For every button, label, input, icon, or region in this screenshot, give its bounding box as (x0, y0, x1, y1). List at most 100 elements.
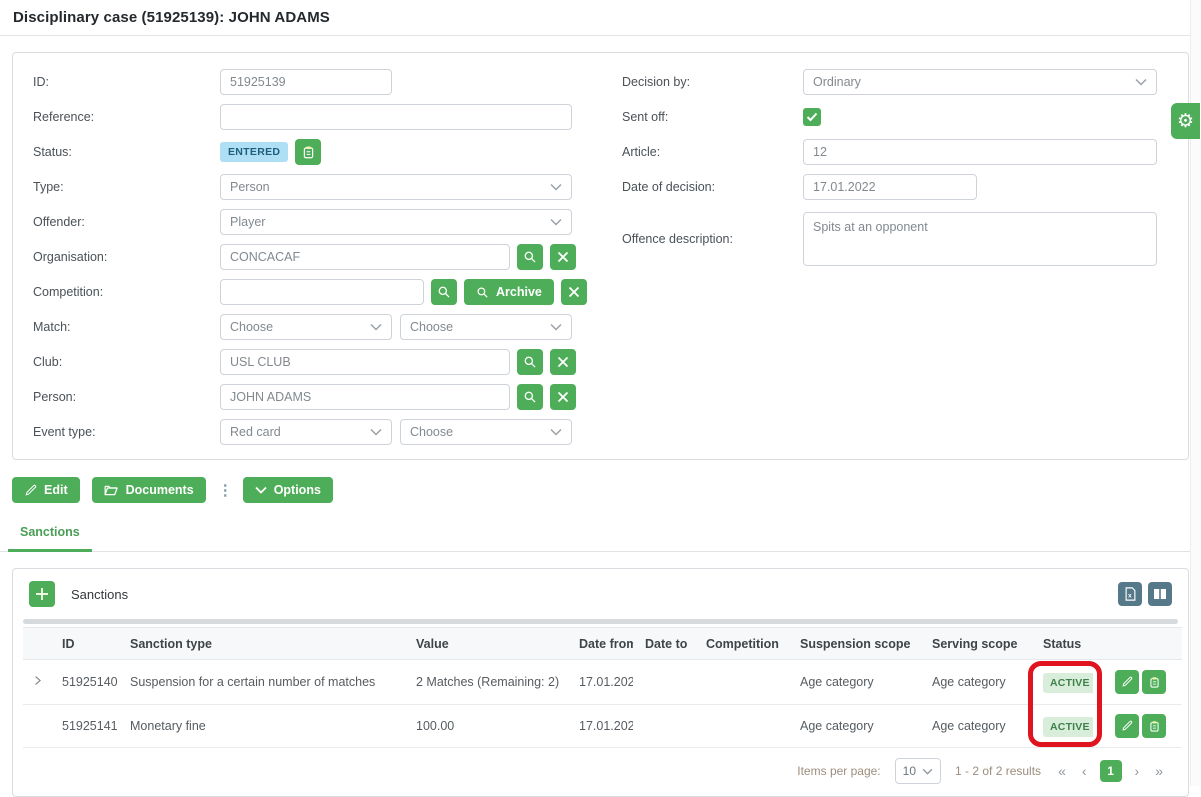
add-sanction-button[interactable] (29, 581, 55, 607)
items-per-page-select[interactable]: 10 (894, 758, 942, 784)
type-select[interactable]: Person (220, 174, 572, 200)
items-per-page-label: Items per page: (797, 764, 881, 778)
field-offence-description: Offence description: Spits at an opponen… (622, 212, 1168, 266)
folder-open-icon (104, 485, 118, 495)
cell-actions (1093, 659, 1182, 705)
export-excel-button[interactable]: x (1118, 582, 1142, 606)
id-input[interactable] (220, 69, 392, 95)
club-search-button[interactable] (517, 349, 543, 375)
competition-clear-button[interactable] (560, 279, 587, 305)
edit-sanction-button[interactable] (1115, 670, 1139, 694)
person-clear-button[interactable] (550, 384, 576, 410)
field-label: Person: (33, 390, 77, 404)
documents-button[interactable]: Documents (91, 477, 206, 503)
cell-serving-scope: Age category (920, 659, 1031, 705)
svg-text:x: x (1128, 593, 1132, 600)
date-of-decision-input[interactable] (803, 174, 977, 200)
table-row: 51925141 Monetary fine 100.00 17.01.2022… (23, 704, 1182, 748)
table-horizontal-scrollbar[interactable] (23, 619, 1178, 624)
case-form-card: ID: Reference: Status: ENTERED Type: P (12, 52, 1189, 460)
sanctions-panel-header: Sanctions x (13, 569, 1188, 619)
event-type-select-1[interactable]: Red card (220, 419, 392, 445)
page-scrollbar[interactable] (1190, 0, 1201, 786)
article-input[interactable] (803, 139, 1157, 165)
cell-serving-scope: Age category (920, 704, 1031, 748)
field-label: Offence description: (622, 232, 733, 246)
chevron-down-icon (370, 428, 382, 436)
case-toolbar: Edit Documents ⋮ Options (12, 477, 1189, 503)
cell-competition (694, 659, 788, 705)
edit-button[interactable]: Edit (12, 477, 80, 503)
settings-gear-button[interactable]: ⚙ (1171, 103, 1200, 139)
chevron-down-icon (550, 183, 562, 191)
match-select-2[interactable]: Choose (400, 314, 572, 340)
options-button[interactable]: Options (242, 477, 333, 503)
column-header-date-to: Date to (633, 627, 694, 660)
competition-archive-search-button[interactable]: Archive (464, 279, 554, 305)
status-badge: ENTERED (220, 142, 289, 162)
plus-icon (36, 588, 48, 600)
cell-competition (694, 704, 788, 748)
sanction-history-button[interactable] (1142, 714, 1166, 738)
expand-row-button[interactable] (29, 672, 46, 692)
competition-search-button[interactable] (431, 279, 457, 305)
sanctions-table: ID Sanction type Value Date from Date to… (23, 627, 1182, 748)
column-header-status: Status (1031, 627, 1093, 660)
next-page-button[interactable]: › (1132, 763, 1143, 779)
cell-id: 51925141 (50, 704, 118, 748)
status-badge: ACTIVE (1043, 673, 1093, 693)
organisation-clear-button[interactable] (550, 244, 576, 270)
field-label: Date of decision: (622, 180, 716, 194)
offence-description-textarea[interactable]: Spits at an opponent (803, 212, 1157, 266)
field-label: Decision by: (622, 75, 691, 89)
organisation-input[interactable] (220, 244, 510, 270)
first-page-button[interactable]: « (1055, 763, 1069, 779)
close-icon (557, 356, 569, 368)
offender-select[interactable]: Player (220, 209, 572, 235)
field-decision-by: Decision by: Ordinary (622, 69, 1168, 95)
actions-column-header (1093, 627, 1182, 660)
column-header-serving-scope: Serving scope (920, 627, 1031, 660)
field-person: Person: (33, 384, 598, 410)
field-label: Match: (33, 320, 71, 334)
decision-by-select[interactable]: Ordinary (803, 69, 1157, 95)
cell-date-to (633, 659, 694, 705)
page-navigation: « ‹ 1 › » (1055, 760, 1166, 782)
column-header-value: Value (404, 627, 567, 660)
chevron-down-icon (370, 323, 382, 331)
field-match: Match: Choose Choose (33, 314, 598, 340)
field-status: Status: ENTERED (33, 139, 598, 165)
search-icon (438, 286, 450, 298)
last-page-button[interactable]: » (1152, 763, 1166, 779)
person-search-button[interactable] (517, 384, 543, 410)
competition-input[interactable] (220, 279, 424, 305)
field-event-type: Event type: Red card Choose (33, 419, 598, 445)
reference-input[interactable] (220, 104, 572, 130)
column-settings-button[interactable] (1148, 582, 1172, 606)
sanction-history-button[interactable] (1142, 670, 1166, 694)
chevron-down-icon (1135, 78, 1147, 86)
club-input[interactable] (220, 349, 510, 375)
previous-page-button[interactable]: ‹ (1079, 763, 1090, 779)
match-select-1[interactable]: Choose (220, 314, 392, 340)
pencil-icon (25, 484, 37, 495)
sent-off-checkbox[interactable] (803, 108, 821, 126)
person-input[interactable] (220, 384, 510, 410)
status-history-button[interactable] (295, 139, 322, 165)
field-organisation: Organisation: (33, 244, 598, 270)
organisation-search-button[interactable] (517, 244, 543, 270)
field-label: Sent off: (622, 110, 669, 124)
event-type-select-2[interactable]: Choose (400, 419, 572, 445)
cell-value: 2 Matches (Remaining: 2) (404, 659, 567, 705)
field-type: Type: Person (33, 174, 598, 200)
cell-actions (1093, 704, 1182, 748)
club-clear-button[interactable] (550, 349, 576, 375)
page-title: Disciplinary case (51925139): JOHN ADAMS (13, 9, 330, 26)
edit-sanction-button[interactable] (1115, 714, 1139, 738)
check-icon (806, 112, 818, 122)
clipboard-icon (1149, 720, 1159, 732)
page-header: Disciplinary case (51925139): JOHN ADAMS (0, 0, 1201, 36)
tab-sanctions[interactable]: Sanctions (8, 516, 92, 552)
current-page-button[interactable]: 1 (1099, 760, 1122, 782)
cell-value: 100.00 (404, 704, 567, 748)
